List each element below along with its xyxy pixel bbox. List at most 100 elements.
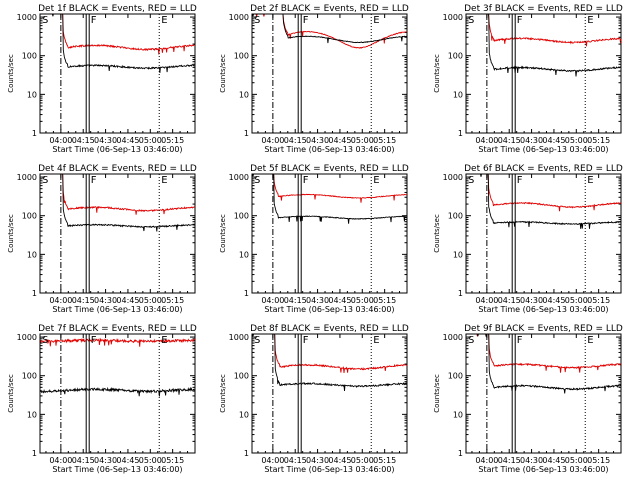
- x-axis-label: Start Time (06-Sep-13 03:46:00): [264, 145, 394, 154]
- x-tick-label: 04:15: [284, 296, 307, 305]
- x-axis-label: Start Time (06-Sep-13 03:46:00): [478, 145, 608, 154]
- x-tick-label: 05:15: [161, 296, 184, 305]
- x-tick-label: 04:00: [261, 456, 284, 465]
- x-tick-label: 05:15: [587, 136, 610, 145]
- events-series-line: [252, 173, 408, 224]
- x-axis-label: Start Time (06-Sep-13 03:46:00): [52, 145, 182, 154]
- events-series-line: [466, 173, 622, 229]
- lld-series-line: [466, 13, 622, 47]
- panel-5: Det 5f BLACK = Events, RED = LLD 1 10 100 10…: [219, 164, 409, 314]
- x-tick-label: 04:00: [49, 296, 72, 305]
- plot-frame: [251, 173, 408, 294]
- x-tick-label: 05:15: [161, 136, 184, 145]
- y-axis-label: Counts/sec: [433, 54, 441, 93]
- marker-label-s: S: [468, 335, 474, 346]
- marker-label-s: S: [254, 335, 260, 346]
- x-tick-label: 05:00: [565, 296, 588, 305]
- x-tick-label: 05:00: [351, 456, 374, 465]
- y-tick-label: 10: [239, 90, 249, 99]
- y-tick-label: 10: [27, 410, 37, 419]
- x-tick-label: 04:00: [261, 136, 284, 145]
- marker-label-e: E: [373, 175, 379, 186]
- y-tick-label: 100: [448, 372, 463, 381]
- x-tick-label: 04:15: [72, 136, 95, 145]
- x-tick-label: 04:00: [475, 456, 498, 465]
- x-tick-label: 05:15: [373, 456, 396, 465]
- x-tick-label: 05:00: [351, 136, 374, 145]
- x-tick-label: 05:15: [373, 136, 396, 145]
- lld-series-line: [466, 173, 622, 212]
- x-tick-label: 05:00: [139, 296, 162, 305]
- x-axis-label: Start Time (06-Sep-13 03:46:00): [478, 305, 608, 314]
- x-tick-label: 05:15: [161, 456, 184, 465]
- lld-series-line: [40, 173, 196, 215]
- marker-label-e: E: [587, 15, 593, 26]
- y-axis-label: Counts/sec: [219, 214, 227, 253]
- x-tick-label: 04:45: [328, 296, 351, 305]
- x-tick-label: 04:30: [306, 136, 329, 145]
- x-tick-label: 04:30: [94, 296, 117, 305]
- lld-series-line: [39, 337, 196, 347]
- y-tick-label: 1: [244, 449, 249, 458]
- lld-series-line: [252, 333, 408, 373]
- y-tick-label: 10: [453, 410, 463, 419]
- panel-title: Det 6f BLACK = Events, RED = LLD: [464, 164, 623, 174]
- x-tick-label: 04:45: [116, 296, 139, 305]
- y-tick-label: 10: [27, 90, 37, 99]
- events-series-line: [40, 13, 196, 73]
- panel-title: Det 1f BLACK = Events, RED = LLD: [38, 4, 197, 14]
- x-tick-label: 04:30: [520, 136, 543, 145]
- marker-label-s: S: [42, 175, 48, 186]
- y-tick-label: 10: [239, 250, 249, 259]
- x-tick-label: 04:30: [520, 296, 543, 305]
- panel-8: Det 8f BLACK = Events, RED = LLD 1 10 100 10…: [219, 324, 409, 474]
- panel-9: Det 9f BLACK = Events, RED = LLD 1 10 100 10…: [433, 324, 623, 474]
- x-tick-label: 05:00: [565, 456, 588, 465]
- marker-label-e: E: [373, 335, 379, 346]
- x-tick-label: 04:15: [284, 456, 307, 465]
- x-tick-label: 04:15: [498, 136, 521, 145]
- marker-label-f: F: [517, 335, 523, 346]
- y-tick-label: 1000: [229, 173, 249, 182]
- panel-title: Det 5f BLACK = Events, RED = LLD: [250, 164, 409, 174]
- y-tick-label: 1: [244, 289, 249, 298]
- marker-label-s: S: [42, 15, 48, 26]
- marker-label-f: F: [91, 15, 97, 26]
- panel-title: Det 3f BLACK = Events, RED = LLD: [464, 4, 623, 14]
- y-tick-label: 1: [32, 449, 37, 458]
- y-axis-label: Counts/sec: [7, 374, 15, 413]
- y-tick-label: 10: [27, 250, 37, 259]
- x-tick-label: 05:15: [587, 456, 610, 465]
- x-tick-label: 04:45: [116, 136, 139, 145]
- x-axis-label: Start Time (06-Sep-13 03:46:00): [264, 305, 394, 314]
- x-tick-label: 04:30: [306, 456, 329, 465]
- y-tick-label: 100: [448, 212, 463, 221]
- marker-label-e: E: [161, 175, 167, 186]
- x-tick-label: 04:45: [542, 136, 565, 145]
- y-tick-label: 1: [32, 289, 37, 298]
- panel-4: Det 4f BLACK = Events, RED = LLD 1 10 100 10…: [7, 164, 197, 314]
- y-tick-label: 1000: [443, 333, 463, 342]
- x-axis-label: Start Time (06-Sep-13 03:46:00): [478, 465, 608, 474]
- x-tick-label: 04:00: [49, 136, 72, 145]
- y-axis-label: Counts/sec: [219, 54, 227, 93]
- events-series-line: [466, 13, 622, 77]
- x-tick-label: 04:15: [284, 136, 307, 145]
- y-tick-label: 100: [22, 212, 37, 221]
- marker-label-s: S: [468, 175, 474, 186]
- y-tick-label: 10: [239, 410, 249, 419]
- x-tick-label: 04:15: [72, 456, 95, 465]
- y-tick-label: 1000: [443, 13, 463, 22]
- x-tick-label: 05:15: [373, 296, 396, 305]
- lld-series-line: [252, 173, 407, 203]
- plot-frame: [251, 13, 408, 134]
- events-series-line: [252, 13, 408, 44]
- x-tick-label: 04:30: [306, 296, 329, 305]
- y-tick-label: 1: [458, 129, 463, 138]
- x-tick-label: 04:15: [72, 296, 95, 305]
- events-series-line: [40, 173, 195, 232]
- marker-label-f: F: [91, 335, 97, 346]
- x-axis-label: Start Time (06-Sep-13 03:46:00): [52, 305, 182, 314]
- panel-2: Det 2f BLACK = Events, RED = LLD 1 10 100 10…: [219, 4, 409, 154]
